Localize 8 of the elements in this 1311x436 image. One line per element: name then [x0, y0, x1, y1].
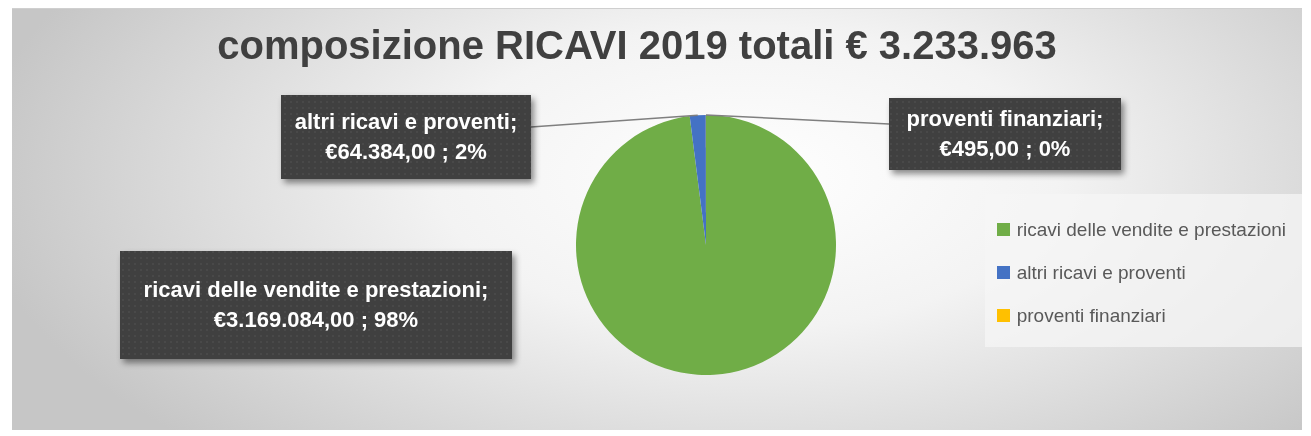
legend-label: altri ricavi e proventi: [1016, 261, 1186, 284]
data-label: proventi finanziari; €495,00 ; 0%: [905, 105, 1105, 163]
chart-title: composizione RICAVI 2019 totali € 3.233.963: [216, 23, 1058, 68]
data-label: ricavi delle vendite e prestazioni; €3.169.084,00 ; 98%: [142, 276, 490, 334]
legend-label: proventi finanziari: [1016, 304, 1166, 327]
data-label: altri ricavi e proventi; €64.384,00 ; 2%: [293, 108, 519, 166]
pie-slice: [576, 115, 836, 375]
legend-label: ricavi delle vendite e prestazioni: [1016, 218, 1286, 241]
